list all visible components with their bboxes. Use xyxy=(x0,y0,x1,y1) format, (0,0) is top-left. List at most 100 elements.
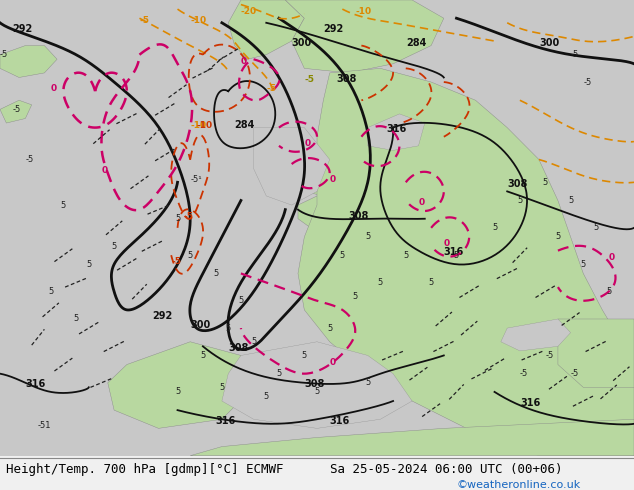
Text: 0: 0 xyxy=(418,198,425,207)
Polygon shape xyxy=(0,46,57,77)
Text: 5: 5 xyxy=(581,260,586,269)
Text: -5: -5 xyxy=(0,50,8,59)
Text: -5: -5 xyxy=(171,257,181,266)
Text: 316: 316 xyxy=(444,247,464,257)
Text: 0: 0 xyxy=(609,253,615,262)
Text: 5: 5 xyxy=(61,200,66,210)
Text: 316: 316 xyxy=(330,416,350,426)
Polygon shape xyxy=(558,319,634,387)
Text: 5: 5 xyxy=(606,287,611,296)
Text: 0: 0 xyxy=(330,175,336,184)
Text: 292: 292 xyxy=(13,24,33,34)
Polygon shape xyxy=(228,0,304,59)
Polygon shape xyxy=(298,196,336,228)
Text: 308: 308 xyxy=(228,343,249,353)
Text: 5: 5 xyxy=(74,315,79,323)
Text: 5: 5 xyxy=(340,251,345,260)
Polygon shape xyxy=(501,319,571,351)
Text: 5: 5 xyxy=(175,388,180,396)
Text: 5: 5 xyxy=(238,296,243,305)
Text: 5: 5 xyxy=(86,260,91,269)
Text: 5: 5 xyxy=(492,223,497,232)
Text: 5: 5 xyxy=(555,232,560,242)
Text: -51: -51 xyxy=(38,421,51,430)
Text: Height/Temp. 700 hPa [gdmp][°C] ECMWF: Height/Temp. 700 hPa [gdmp][°C] ECMWF xyxy=(6,463,284,476)
Text: 0: 0 xyxy=(304,139,311,148)
Text: 5: 5 xyxy=(219,383,224,392)
Text: 284: 284 xyxy=(235,120,255,129)
Polygon shape xyxy=(285,0,444,73)
Text: 5: 5 xyxy=(353,292,358,301)
Text: -20: -20 xyxy=(241,7,257,16)
Polygon shape xyxy=(222,342,412,428)
Text: 316: 316 xyxy=(520,397,540,408)
Text: 5: 5 xyxy=(226,323,231,333)
Text: 5: 5 xyxy=(454,251,459,260)
Text: -10: -10 xyxy=(197,121,212,129)
Text: -5: -5 xyxy=(184,212,194,220)
Text: 0: 0 xyxy=(330,358,336,367)
Polygon shape xyxy=(108,342,254,428)
Text: 316: 316 xyxy=(25,379,46,390)
Text: 5: 5 xyxy=(276,369,281,378)
Text: 5: 5 xyxy=(365,232,370,242)
Text: 5: 5 xyxy=(200,351,205,360)
Text: -5¹: -5¹ xyxy=(190,175,202,184)
Text: 5: 5 xyxy=(48,287,53,296)
Text: 5: 5 xyxy=(251,337,256,346)
Text: -5: -5 xyxy=(520,369,528,378)
Text: 300: 300 xyxy=(190,320,210,330)
Text: 292: 292 xyxy=(323,24,344,34)
Text: 5: 5 xyxy=(302,351,307,360)
Text: -5: -5 xyxy=(25,155,34,164)
Text: 5: 5 xyxy=(429,278,434,287)
Text: 308: 308 xyxy=(349,211,369,220)
Text: 5: 5 xyxy=(568,196,573,205)
Text: 308: 308 xyxy=(336,74,356,84)
Text: 316: 316 xyxy=(387,124,407,134)
Text: 300: 300 xyxy=(539,38,559,48)
Text: -10: -10 xyxy=(355,7,371,16)
Text: 5: 5 xyxy=(543,178,548,187)
Text: 316: 316 xyxy=(216,416,236,426)
Text: 5: 5 xyxy=(517,196,522,205)
Text: 5: 5 xyxy=(378,278,383,287)
Text: 5: 5 xyxy=(264,392,269,401)
Text: 5: 5 xyxy=(365,378,370,387)
Text: 5: 5 xyxy=(188,251,193,260)
Text: -5: -5 xyxy=(545,351,553,360)
Text: 5: 5 xyxy=(327,323,332,333)
Text: 0: 0 xyxy=(101,166,108,175)
Polygon shape xyxy=(254,127,330,205)
Text: -5: -5 xyxy=(266,84,276,93)
Text: 5: 5 xyxy=(593,223,598,232)
Text: 300: 300 xyxy=(292,38,312,48)
Text: 5: 5 xyxy=(213,269,218,278)
Text: -5: -5 xyxy=(304,75,314,84)
Text: -5: -5 xyxy=(571,50,579,59)
Text: Sa 25-05-2024 06:00 UTC (00+06): Sa 25-05-2024 06:00 UTC (00+06) xyxy=(330,463,562,476)
Text: -10: -10 xyxy=(190,121,206,129)
Polygon shape xyxy=(298,69,634,456)
Text: 292: 292 xyxy=(152,311,172,321)
Text: -5: -5 xyxy=(571,369,579,378)
Text: 0: 0 xyxy=(241,57,247,66)
Text: 0: 0 xyxy=(51,84,57,93)
Text: 5: 5 xyxy=(112,242,117,250)
Polygon shape xyxy=(0,100,32,123)
Text: -5: -5 xyxy=(13,105,21,114)
Text: ©weatheronline.co.uk: ©weatheronline.co.uk xyxy=(456,480,581,490)
Text: -5: -5 xyxy=(139,16,150,25)
Text: 284: 284 xyxy=(406,38,426,48)
Text: 308: 308 xyxy=(304,379,325,390)
Polygon shape xyxy=(368,114,425,150)
Polygon shape xyxy=(304,164,349,196)
Text: 0: 0 xyxy=(444,239,450,248)
Text: 308: 308 xyxy=(507,179,527,189)
Text: -10: -10 xyxy=(190,16,206,25)
Text: 5: 5 xyxy=(175,214,180,223)
Text: -5: -5 xyxy=(583,77,592,87)
Polygon shape xyxy=(190,419,634,456)
Text: 5: 5 xyxy=(403,251,408,260)
Text: 5: 5 xyxy=(314,388,320,396)
